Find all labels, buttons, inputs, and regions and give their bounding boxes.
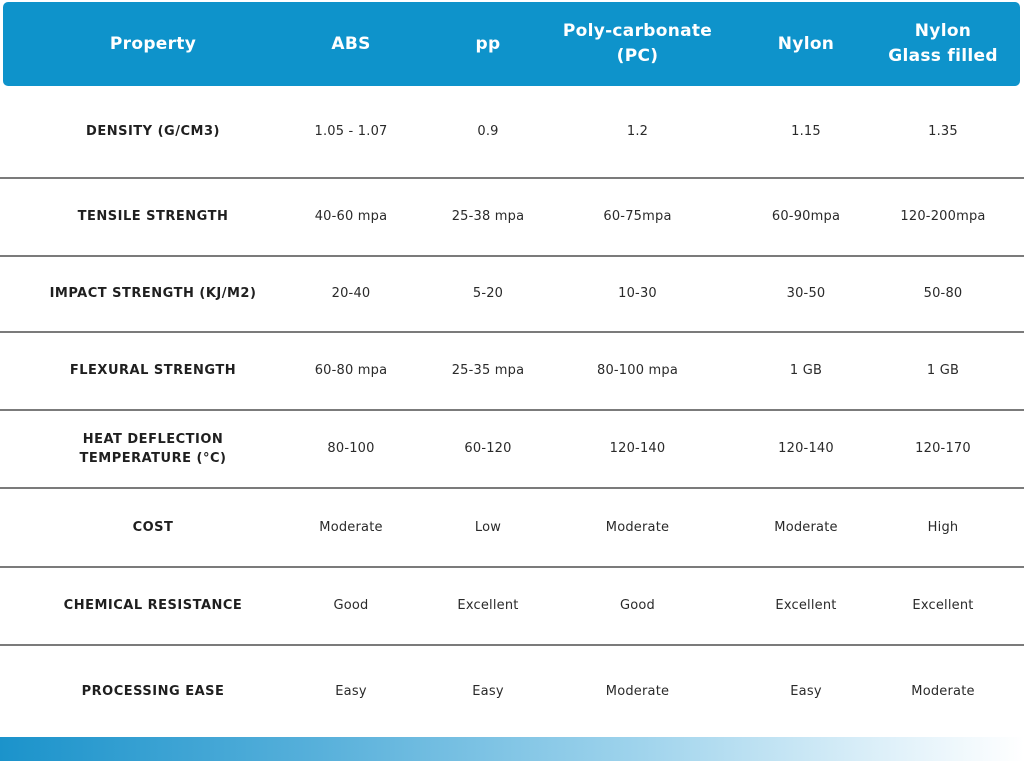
value-cell: 25-38 mpa (451, 209, 525, 225)
value-cell: 10-30 (618, 286, 657, 302)
header-cell-nylon: Nylon (777, 33, 835, 54)
value-cell: 25-35 mpa (451, 363, 525, 379)
table-row-tensile-strength: TENSILE STRENGTH 40-60 mpa 25-38 mpa 60-… (0, 177, 1024, 255)
value-cell: Moderate (319, 519, 383, 535)
table-row-cost: COST Moderate Low Moderate Moderate High (0, 487, 1024, 566)
property-cell: TENSILE STRENGTH (77, 209, 229, 225)
value-cell: 0.9 (477, 123, 499, 139)
header-cell-pp: pp (475, 33, 501, 54)
value-cell: 80-100 mpa (596, 363, 679, 379)
property-cell: DENSITY (G/CM3) (86, 123, 220, 139)
table-body: DENSITY (G/CM3) 1.05 - 1.07 0.9 1.2 1.15… (0, 86, 1024, 737)
value-cell: 1.05 - 1.07 (314, 123, 388, 139)
value-cell: Excellent (775, 598, 837, 614)
value-cell: 60-120 (464, 441, 512, 457)
value-cell: Easy (335, 683, 367, 699)
header-cell-abs: ABS (331, 33, 371, 54)
value-cell: Moderate (605, 519, 670, 535)
value-cell: Low (474, 519, 502, 535)
property-cell: COST (132, 519, 174, 535)
value-cell: 20-40 (331, 286, 371, 302)
value-cell: 1 GB (926, 363, 960, 379)
value-cell: 120-170 (915, 441, 971, 457)
value-cell: 80-100 (327, 441, 375, 457)
property-cell: CHEMICAL RESISTANCE (63, 598, 243, 614)
value-cell: 1.15 (791, 123, 821, 139)
table-row-chemical-resistance: CHEMICAL RESISTANCE Good Excellent Good … (0, 566, 1024, 644)
value-cell: 30-50 (786, 286, 826, 302)
value-cell: High (927, 519, 959, 535)
value-cell: Good (333, 598, 369, 614)
value-cell: Moderate (605, 683, 670, 699)
value-cell: Moderate (911, 683, 975, 699)
value-cell: Easy (472, 683, 504, 699)
table-row-density: DENSITY (G/CM3) 1.05 - 1.07 0.9 1.2 1.15… (0, 86, 1024, 177)
value-cell: 1 GB (789, 363, 823, 379)
value-cell: 1.2 (626, 123, 649, 139)
value-cell: 120-200mpa (900, 209, 986, 225)
value-cell: 120-140 (778, 441, 834, 457)
value-cell: Moderate (774, 519, 838, 535)
value-cell: Easy (790, 683, 822, 699)
value-cell: 60-80 mpa (314, 363, 388, 379)
value-cell: Excellent (457, 598, 519, 614)
value-cell: Excellent (912, 598, 974, 614)
header-background (3, 2, 1020, 86)
table-row-impact-strength: IMPACT STRENGTH (KJ/M2) 20-40 5-20 10-30… (0, 255, 1024, 331)
value-cell: 120-140 (609, 441, 666, 457)
property-cell: IMPACT STRENGTH (KJ/M2) (49, 286, 257, 302)
value-cell: 60-90mpa (771, 209, 841, 225)
property-cell: HEAT DEFLECTION TEMPERATURE (°C) (79, 431, 227, 467)
value-cell: 40-60 mpa (314, 209, 388, 225)
table-row-heat-deflection: HEAT DEFLECTION TEMPERATURE (°C) 80-100 … (0, 409, 1024, 487)
table-row-flexural-strength: FLEXURAL STRENGTH 60-80 mpa 25-35 mpa 80… (0, 331, 1024, 409)
table-header: Property ABS pp Poly-carbonate (PC) Nylo… (0, 0, 1024, 86)
value-cell: 60-75mpa (603, 209, 672, 225)
header-cell-nylon-glass-filled: Nylon Glass filled (888, 21, 998, 66)
table-row-processing-ease: PROCESSING EASE Easy Easy Moderate Easy … (0, 644, 1024, 737)
property-cell: FLEXURAL STRENGTH (69, 363, 237, 379)
header-cell-property: Property (109, 33, 197, 54)
value-cell: 50-80 (923, 286, 963, 302)
value-cell: Good (619, 598, 656, 614)
property-cell: PROCESSING EASE (81, 683, 225, 699)
bottom-gradient-bar (0, 737, 1024, 761)
header-cell-polycarbonate: Poly-carbonate (PC) (562, 21, 713, 66)
value-cell: 1.35 (928, 123, 958, 139)
value-cell: 5-20 (472, 286, 504, 302)
